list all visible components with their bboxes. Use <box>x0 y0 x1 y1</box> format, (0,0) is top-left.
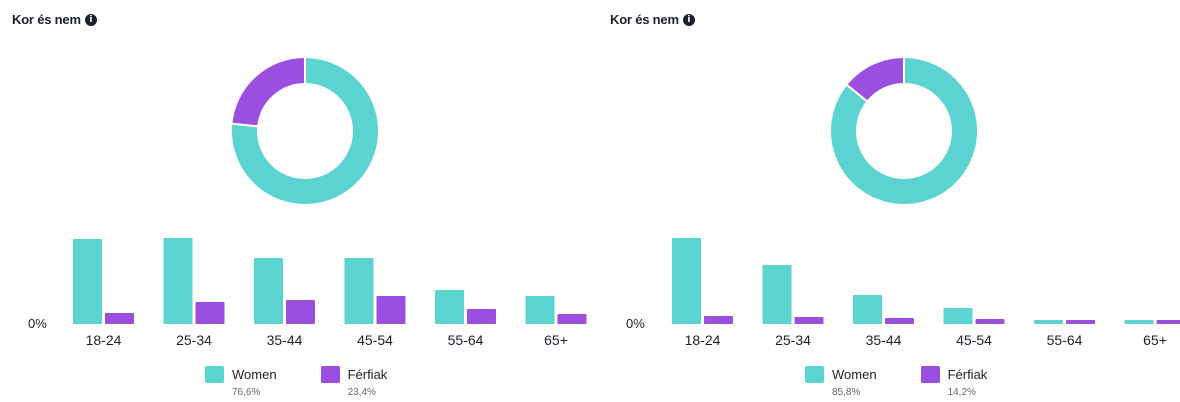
legend-item-men[interactable]: Férfiak 14,2% <box>920 366 988 398</box>
bar-women-65+ <box>525 296 555 324</box>
donut-slice-women <box>230 55 380 206</box>
bar-women-45-54 <box>344 258 374 324</box>
x-tick-label: 65+ <box>544 332 568 348</box>
bar-férfiak-65+ <box>1156 320 1180 324</box>
bar-women-35-44 <box>853 295 882 324</box>
bar-women-35-44 <box>254 258 283 324</box>
legend-swatch-women <box>805 366 824 383</box>
x-tick-label: 65+ <box>1143 332 1167 348</box>
x-tick-label: 18-24 <box>685 332 721 348</box>
legend-label: Férfiak <box>947 367 988 382</box>
bar-women-45-54 <box>943 308 973 324</box>
legend-swatch-men <box>920 366 940 383</box>
chart-panel-left: Kor és nem i 18-24 25-34 35-44 45-54 55-64 65… <box>12 12 587 398</box>
bar-férfiak-18-24 <box>704 316 733 324</box>
bar-férfiak-25-34 <box>195 302 225 324</box>
legend-item-women[interactable]: Women 76,6% <box>205 366 277 398</box>
x-tick-label: 45-54 <box>956 332 992 348</box>
legend: Women 85,8% Férfiak 14,2% <box>805 366 987 398</box>
legend-label: Férfiak <box>347 367 388 382</box>
donut-slice-férfiak <box>230 55 306 128</box>
bar-férfiak-55-64 <box>467 309 496 324</box>
x-tick-label: 35-44 <box>267 332 303 348</box>
legend-percentage: 76,6% <box>232 387 261 398</box>
panel-title-text: Kor és nem <box>12 12 81 27</box>
bar-férfiak-45-54 <box>975 319 1005 324</box>
bar-férfiak-25-34 <box>794 317 824 324</box>
info-icon[interactable]: i <box>84 13 97 26</box>
legend-swatch-men <box>320 366 340 383</box>
x-tick-label: 25-34 <box>176 332 212 348</box>
legend-percentage: 23,4% <box>347 387 376 398</box>
bar-women-55-64 <box>1034 320 1063 324</box>
bar-women-18-24 <box>73 239 102 324</box>
donut-slice-women <box>829 55 979 206</box>
legend-item-women[interactable]: Women 85,8% <box>805 366 877 398</box>
x-tick-label: 25-34 <box>775 332 811 348</box>
x-tick-label: 45-54 <box>357 332 393 348</box>
bar-férfiak-35-44 <box>286 300 315 324</box>
bar-férfiak-45-54 <box>376 296 406 324</box>
bar-women-25-34 <box>163 238 193 324</box>
legend-swatch-women <box>205 366 224 383</box>
bar-women-65+ <box>1124 320 1154 324</box>
chart-svg: 18-24 25-34 35-44 45-54 55-64 65+ 0% <box>626 55 1180 348</box>
x-tick-label: 55-64 <box>1047 332 1083 348</box>
bar-férfiak-35-44 <box>885 318 914 324</box>
legend: Women 76,6% Férfiak 23,4% <box>205 366 387 398</box>
legend-label: Women <box>232 367 277 382</box>
info-icon[interactable]: i <box>682 13 695 26</box>
bar-women-18-24 <box>672 238 701 324</box>
x-tick-label: 55-64 <box>448 332 484 348</box>
panel-title-text: Kor és nem <box>610 12 679 27</box>
y-tick-label: 0% <box>626 316 645 331</box>
bar-férfiak-55-64 <box>1066 320 1095 324</box>
donut-slice-férfiak <box>844 55 905 103</box>
legend-percentage: 14,2% <box>947 387 976 398</box>
y-tick-label: 0% <box>28 316 47 331</box>
bar-férfiak-18-24 <box>105 313 134 324</box>
bar-women-25-34 <box>762 265 792 324</box>
bar-women-55-64 <box>435 290 464 324</box>
legend-item-men[interactable]: Férfiak 23,4% <box>320 366 388 398</box>
legend-percentage: 85,8% <box>832 387 861 398</box>
chart-svg: 18-24 25-34 35-44 45-54 55-64 65+ 0% <box>28 55 587 348</box>
panel-title: Kor és nem i <box>610 12 695 27</box>
chart-panel-right: Kor és nem i 18-24 25-34 35-44 45-54 55-64 65… <box>598 0 1180 402</box>
legend-label: Women <box>832 367 877 382</box>
x-tick-label: 18-24 <box>86 332 122 348</box>
x-tick-label: 35-44 <box>866 332 902 348</box>
bar-férfiak-65+ <box>557 314 587 324</box>
panel-title: Kor és nem i <box>12 12 97 27</box>
